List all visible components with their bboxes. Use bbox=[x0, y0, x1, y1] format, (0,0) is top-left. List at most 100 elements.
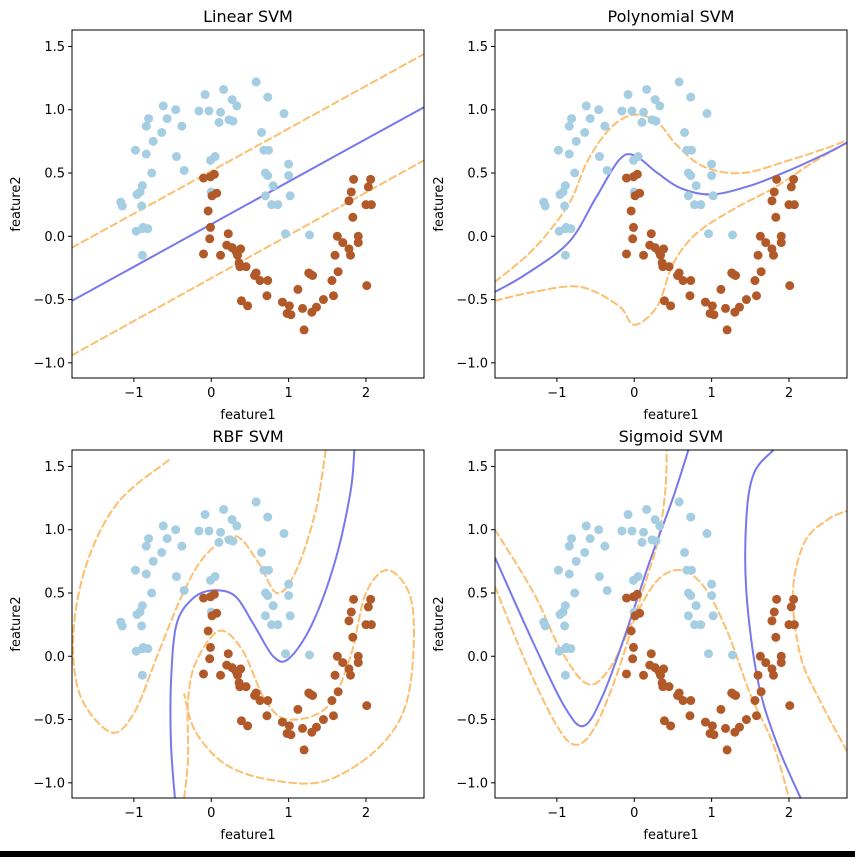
y-tick-label: 1.5 bbox=[44, 40, 65, 55]
data-point-class-0 bbox=[680, 128, 690, 138]
data-point-class-0 bbox=[267, 200, 277, 210]
data-point-class-1 bbox=[263, 696, 273, 706]
data-point-class-0 bbox=[707, 579, 717, 589]
data-point-class-1 bbox=[207, 611, 217, 621]
data-point-class-1 bbox=[685, 711, 695, 721]
x-tick-label: 0 bbox=[630, 386, 638, 401]
data-point-class-0 bbox=[144, 534, 154, 544]
data-point-class-0 bbox=[268, 181, 278, 191]
data-point-class-0 bbox=[651, 116, 661, 126]
data-point-class-0 bbox=[683, 191, 693, 201]
data-point-class-1 bbox=[205, 642, 215, 652]
margin-line-1 bbox=[72, 450, 327, 734]
data-point-class-1 bbox=[223, 649, 233, 659]
decision-boundary-1 bbox=[495, 450, 690, 728]
data-point-class-0 bbox=[158, 101, 168, 111]
data-point-class-1 bbox=[722, 325, 732, 335]
data-point-class-0 bbox=[157, 548, 167, 558]
data-point-class-0 bbox=[158, 521, 168, 531]
data-point-class-0 bbox=[214, 537, 224, 547]
data-point-class-0 bbox=[147, 588, 157, 598]
data-point-class-1 bbox=[700, 717, 710, 727]
x-tick-label: 0 bbox=[630, 806, 638, 821]
data-point-class-0 bbox=[148, 556, 158, 566]
data-point-class-1 bbox=[656, 250, 666, 260]
data-point-class-0 bbox=[564, 121, 574, 131]
data-point-class-1 bbox=[709, 730, 719, 740]
data-point-class-0 bbox=[135, 607, 145, 617]
data-point-class-0 bbox=[263, 92, 273, 102]
data-point-class-0 bbox=[284, 579, 294, 589]
plot-area bbox=[495, 77, 847, 335]
data-point-class-1 bbox=[236, 716, 246, 726]
data-point-class-1 bbox=[233, 670, 243, 680]
data-point-class-1 bbox=[771, 212, 781, 222]
data-point-class-0 bbox=[602, 165, 612, 175]
data-point-class-0 bbox=[560, 621, 570, 631]
x-axis-label: feature1 bbox=[220, 828, 275, 843]
data-point-class-0 bbox=[268, 601, 278, 611]
data-point-class-0 bbox=[540, 621, 550, 631]
data-point-class-1 bbox=[776, 238, 786, 248]
data-point-class-1 bbox=[205, 654, 215, 664]
x-tick-label: 1 bbox=[284, 806, 292, 821]
data-point-class-1 bbox=[751, 711, 761, 721]
data-point-class-1 bbox=[664, 262, 674, 272]
y-tick-label: −0.5 bbox=[456, 713, 488, 728]
chart-title: RBF SVM bbox=[212, 427, 283, 446]
data-point-class-1 bbox=[332, 231, 342, 241]
data-point-class-0 bbox=[566, 224, 576, 234]
y-tick-label: −0.5 bbox=[33, 713, 65, 728]
data-point-class-0 bbox=[219, 84, 229, 94]
data-point-class-0 bbox=[627, 526, 637, 536]
data-point-class-1 bbox=[761, 238, 771, 248]
data-point-class-1 bbox=[769, 187, 779, 197]
data-point-class-1 bbox=[263, 276, 273, 286]
data-point-class-1 bbox=[318, 295, 328, 305]
decision-boundary bbox=[495, 141, 847, 293]
data-point-class-1 bbox=[686, 696, 696, 706]
data-point-class-1 bbox=[776, 658, 786, 668]
data-point-class-1 bbox=[622, 173, 632, 183]
data-point-class-0 bbox=[570, 168, 580, 178]
data-point-class-1 bbox=[776, 231, 786, 241]
data-point-class-0 bbox=[251, 497, 261, 507]
data-point-class-1 bbox=[755, 231, 765, 241]
y-tick-label: −1.0 bbox=[33, 356, 65, 371]
x-tick-label: 2 bbox=[785, 386, 793, 401]
data-point-class-0 bbox=[285, 611, 295, 621]
data-point-class-1 bbox=[330, 670, 340, 680]
data-point-class-1 bbox=[646, 649, 656, 659]
data-point-class-1 bbox=[286, 730, 296, 740]
data-point-class-1 bbox=[338, 658, 348, 668]
data-point-class-1 bbox=[298, 303, 308, 313]
data-point-class-0 bbox=[707, 591, 717, 601]
data-point-class-0 bbox=[686, 591, 696, 601]
data-point-class-1 bbox=[203, 206, 213, 216]
data-point-class-1 bbox=[299, 745, 309, 755]
data-point-class-1 bbox=[626, 626, 636, 636]
data-point-class-0 bbox=[137, 621, 147, 631]
data-point-class-1 bbox=[721, 303, 731, 313]
data-point-class-0 bbox=[708, 611, 718, 621]
decision-boundary-2 bbox=[744, 450, 802, 798]
data-point-class-1 bbox=[243, 721, 253, 731]
data-point-class-0 bbox=[623, 90, 633, 100]
margin-line-2 bbox=[495, 141, 847, 326]
decision-boundary bbox=[169, 450, 356, 798]
data-point-class-0 bbox=[227, 95, 237, 105]
data-point-class-1 bbox=[659, 296, 669, 306]
data-point-class-1 bbox=[338, 238, 348, 248]
y-tick-label: 1.0 bbox=[44, 523, 65, 538]
margin-line-1 bbox=[495, 113, 847, 283]
data-point-class-1 bbox=[769, 607, 779, 617]
data-point-class-0 bbox=[162, 114, 172, 124]
data-point-class-0 bbox=[564, 569, 574, 579]
data-point-class-0 bbox=[585, 114, 595, 124]
x-tick-label: 0 bbox=[207, 386, 215, 401]
data-point-class-0 bbox=[655, 521, 665, 531]
data-point-class-0 bbox=[558, 187, 568, 197]
data-point-class-1 bbox=[716, 704, 726, 714]
data-point-class-0 bbox=[691, 601, 701, 611]
data-point-class-1 bbox=[348, 632, 358, 642]
